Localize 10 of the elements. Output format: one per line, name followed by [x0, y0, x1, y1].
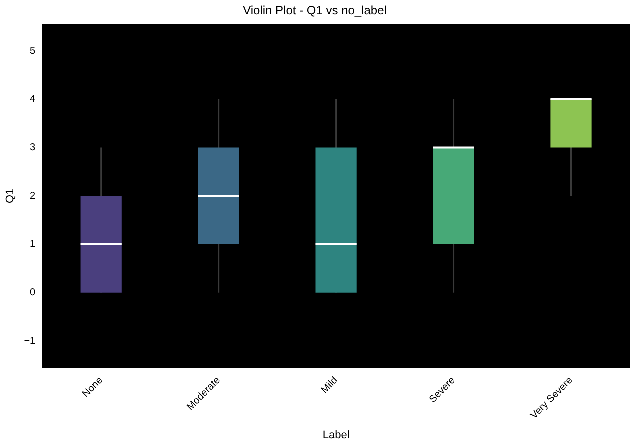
x-axis-title: Label [322, 429, 350, 442]
y-tick-label: 5 [30, 46, 36, 57]
chart-title: Violin Plot - Q1 vs no_label [243, 4, 387, 18]
y-tick-label: 1 [30, 239, 36, 250]
y-tick-label: 3 [30, 142, 36, 154]
y-tick-label: 0 [30, 288, 36, 299]
y-tick-label: 4 [30, 94, 36, 106]
y-tick-label: 2 [30, 190, 36, 202]
y-tick-label: −1 [24, 336, 36, 347]
y-axis-title: Q1 [4, 188, 17, 204]
